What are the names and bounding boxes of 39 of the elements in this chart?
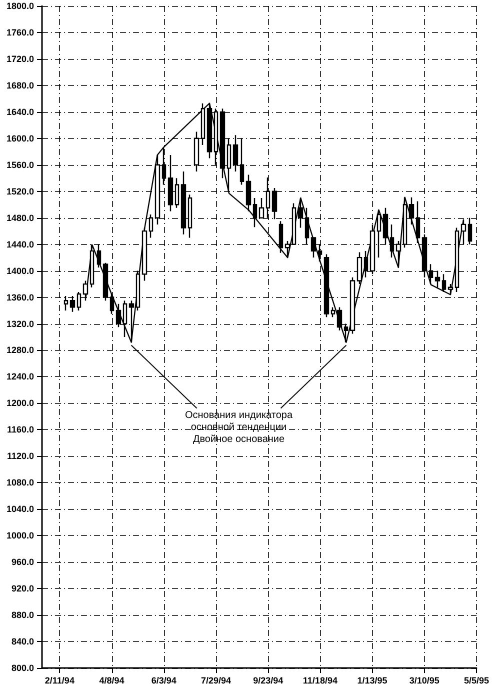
x-tick-label: 5/5/95	[464, 676, 490, 686]
y-tick-label: 1400.0	[6, 266, 34, 276]
y-tick-label: 1120.0	[6, 451, 34, 462]
y-tick-label: 840.0	[11, 636, 34, 647]
x-tick-label: 1/13/95	[357, 676, 388, 686]
y-tick-label: 1800.0	[6, 1, 34, 11]
y-tick-label: 1480.0	[6, 212, 34, 223]
y-tick-label: 1200.0	[6, 398, 34, 408]
y-tick-label: 1280.0	[6, 345, 34, 356]
y-tick-label: 880.0	[11, 610, 34, 620]
x-tick-label: 6/3/94	[151, 676, 176, 686]
y-tick-label: 1040.0	[6, 504, 34, 514]
y-tick-label: 1320.0	[6, 318, 34, 329]
candlestick	[330, 306, 336, 318]
y-tick-label: 1720.0	[6, 54, 34, 64]
y-tick-label: 1600.0	[6, 133, 34, 144]
x-tick-label: 9/23/94	[253, 676, 284, 686]
y-tick-label: 960.0	[11, 557, 34, 568]
candlestick	[442, 274, 446, 293]
y-tick-label: 920.0	[11, 584, 34, 594]
x-tick-label: 3/10/95	[409, 676, 440, 686]
y-tick-label: 1440.0	[6, 239, 34, 250]
y-tick-label: 1240.0	[6, 372, 34, 382]
y-tick-label: 1360.0	[6, 292, 34, 302]
y-tick-label: 1680.0	[6, 80, 34, 90]
x-tick-label: 4/8/94	[99, 676, 124, 686]
annotation: Основания индикатора основной тенденции Двойное основание	[184, 410, 293, 446]
y-tick-label: 1760.0	[6, 27, 34, 38]
y-tick-label: 1520.0	[6, 186, 34, 196]
y-tick-label: 1080.0	[6, 478, 34, 488]
x-tick-label: 11/18/94	[302, 676, 338, 686]
y-tick-label: 1000.0	[6, 530, 34, 541]
y-tick-label: 1160.0	[6, 424, 34, 435]
x-tick-label: 7/29/94	[200, 676, 231, 686]
y-tick-label: 1640.0	[6, 106, 34, 117]
x-tick-label: 2/11/94	[44, 676, 74, 686]
candlestick	[448, 283, 454, 296]
y-tick-label: 1560.0	[6, 160, 34, 170]
y-tick-label: 800.0	[11, 663, 34, 673]
